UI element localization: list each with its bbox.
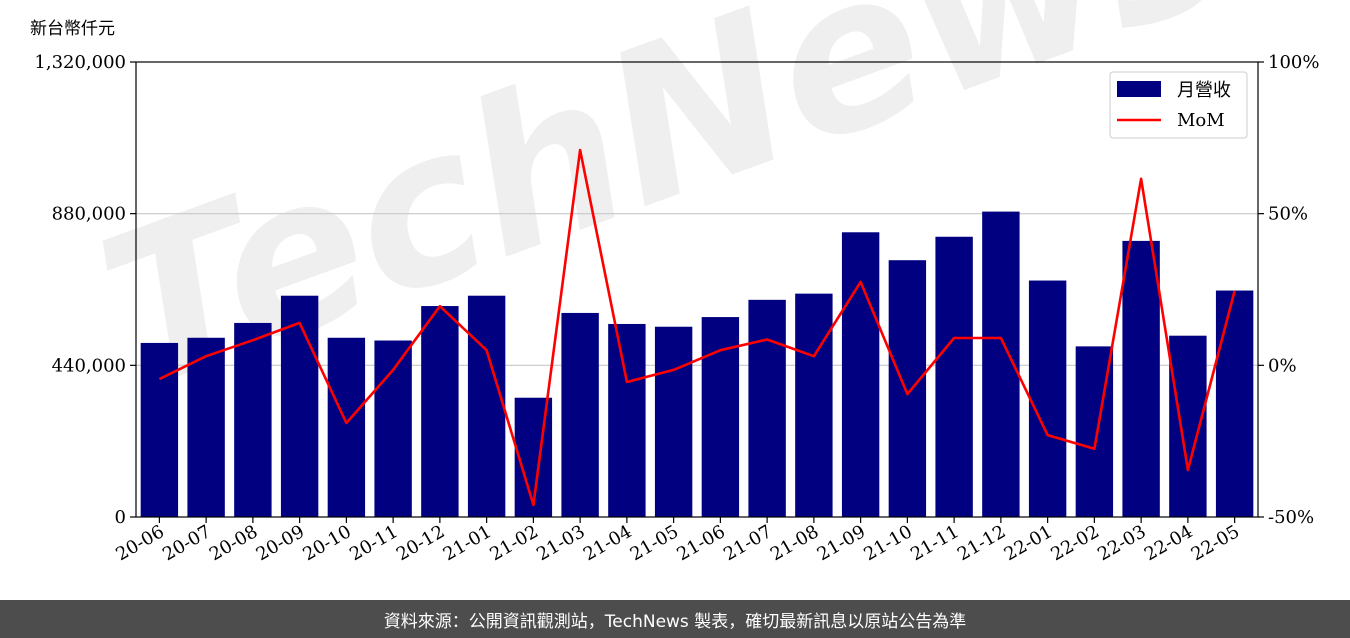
legend-swatch-bar [1117,81,1161,97]
x-tick-label: 22-04 [1141,521,1196,565]
bar [234,322,272,517]
bar [187,337,225,517]
x-tick-label: 21-10 [860,521,915,565]
bar [374,340,412,517]
bar [280,295,319,517]
bar [841,232,880,517]
x-tick-label: 21-03 [533,521,588,565]
unit-label: 新台幣仟元 [30,19,115,39]
x-tick-label: 21-07 [720,521,775,565]
bar [748,299,786,517]
bar [1169,335,1207,517]
bar [888,260,927,517]
legend: 月營收 MoM [1109,71,1248,139]
x-tick-label: 21-12 [954,521,1009,565]
right-tick-label: 0% [1268,355,1297,376]
x-tick-label: 21-01 [440,521,495,565]
plot-frame [135,61,1259,518]
bar [654,326,693,517]
bar [140,342,179,517]
bar [1028,280,1067,517]
line-series [158,148,1236,507]
x-tick-label: 22-02 [1047,521,1102,565]
bar [327,337,366,517]
right-axis: -50% 0% 50% 100% [1258,52,1319,528]
source-footer: 資料來源：公開資訊觀測站，TechNews 製表，確切最新訊息以原站公告為準 [0,600,1350,638]
x-tick-label: 21-04 [580,521,635,565]
bar [421,306,459,517]
bar [795,293,833,517]
x-tick-label: 22-03 [1094,521,1149,565]
bar [608,323,646,517]
right-tick-label: 100% [1268,52,1319,73]
x-tick-label: 20-08 [206,521,261,565]
left-axis: 0 440,000 880,000 1,320,000 [34,52,136,528]
bar [467,295,506,517]
source-text: 資料來源：公開資訊觀測站，TechNews 製表，確切最新訊息以原站公告為準 [383,611,967,632]
x-tick-label: 22-01 [1001,521,1056,565]
left-tick-label: 1,320,000 [34,52,126,73]
x-tick-label: 21-11 [907,521,962,565]
x-tick-label: 21-06 [673,521,728,565]
x-tick-label: 21-08 [767,521,822,565]
plot-border [135,61,1259,518]
bar [1215,290,1254,517]
bar [935,236,973,518]
left-tick-label: 880,000 [52,204,126,225]
x-axis: 20-0620-0720-0820-0920-1020-1120-1221-01… [112,517,1243,565]
x-tick-label: 21-02 [486,521,541,565]
x-tick-label: 20-10 [299,521,354,565]
x-tick-label: 20-12 [393,521,448,565]
legend-label-bar: 月營收 [1177,80,1231,101]
left-tick-label: 0 [115,507,126,528]
x-tick-label: 20-07 [159,521,214,565]
bar-series [140,211,1254,518]
right-tick-label: 50% [1268,204,1308,225]
gridlines [136,213,1258,366]
x-tick-label: 21-09 [814,521,869,565]
bar [1122,240,1160,518]
legend-label-line: MoM [1177,110,1225,131]
mom-line [158,148,1236,507]
x-tick-label: 22-05 [1188,521,1243,565]
bar [561,312,599,517]
x-tick-label: 20-09 [253,521,308,565]
left-tick-label: 440,000 [52,355,126,376]
x-tick-label: 20-11 [346,521,401,565]
right-tick-label: -50% [1268,507,1314,528]
x-tick-label: 21-05 [627,521,682,565]
